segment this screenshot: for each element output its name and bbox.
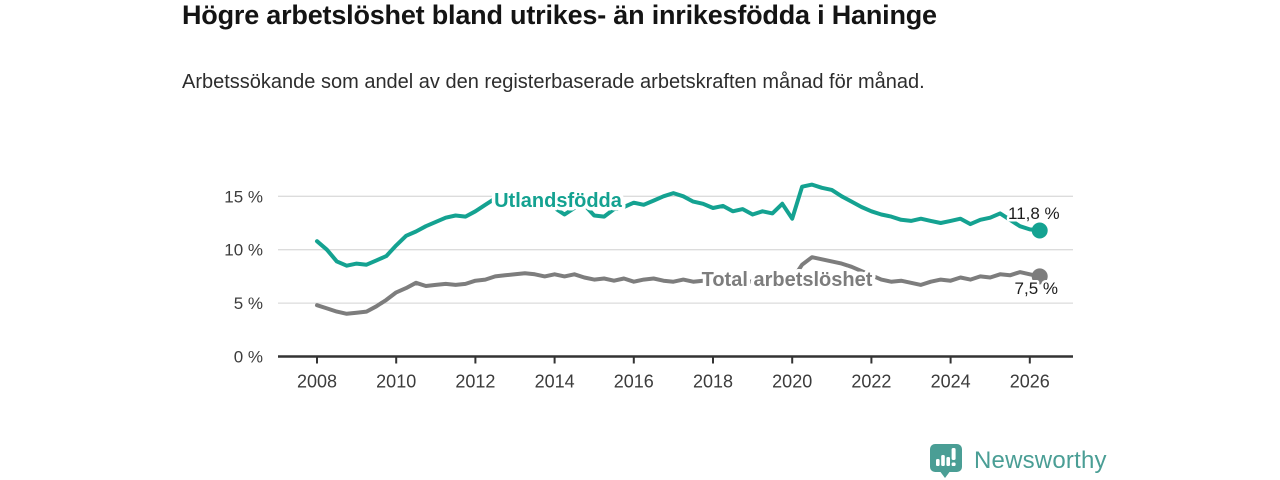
series-end-value-label: 7,5 % xyxy=(1015,279,1058,298)
x-axis-tick-label: 2012 xyxy=(455,372,495,392)
y-axis-tick-label: 5 % xyxy=(234,294,263,313)
newsworthy-bar-chart-bubble-icon xyxy=(930,444,962,478)
y-axis-tick-label: 15 % xyxy=(224,187,263,206)
series-inline-label: Total arbetslöshet xyxy=(702,269,873,291)
x-axis-tick-label: 2020 xyxy=(772,372,812,392)
series-end-dot xyxy=(1031,268,1048,285)
x-axis-tick-label: 2010 xyxy=(376,372,416,392)
series-end-dot xyxy=(1031,222,1048,239)
series-end-value-label: 11,8 % xyxy=(1008,204,1060,223)
series-line-utlandsfodda xyxy=(315,182,1042,268)
chart-title: Högre arbetslöshet bland utrikes- än inr… xyxy=(182,0,937,30)
newsworthy-wordmark: Newsworthy xyxy=(974,447,1107,474)
x-axis-tick-label: 2014 xyxy=(535,372,575,392)
x-axis-tick-label: 2016 xyxy=(614,372,654,392)
x-axis-tick-label: 2022 xyxy=(851,372,891,392)
x-axis-tick-label: 2026 xyxy=(1010,372,1050,392)
y-axis-tick-label: 0 % xyxy=(234,348,263,367)
series-inline-label: Utlandsfödda xyxy=(494,190,623,212)
x-axis-tick-label: 2008 xyxy=(297,372,337,392)
series-line-total xyxy=(315,255,1042,316)
newsworthy-logo: Newsworthy xyxy=(928,442,1107,480)
x-axis-tick-label: 2024 xyxy=(931,372,971,392)
y-axis-tick-label: 10 % xyxy=(224,241,263,260)
chart-subtitle: Arbetssökande som andel av den registerb… xyxy=(182,71,925,93)
x-axis-tick-label: 2018 xyxy=(693,372,733,392)
